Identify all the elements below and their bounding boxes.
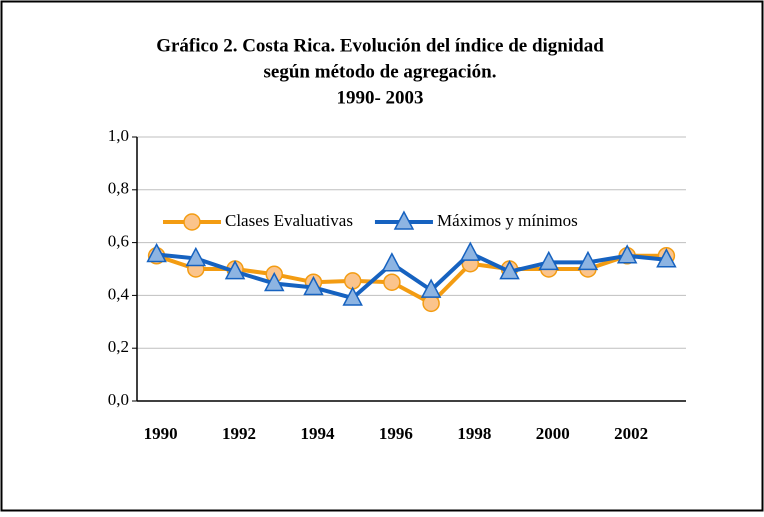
legend-label: Máximos y mínimos: [437, 211, 578, 230]
y-tick-label: 0,4: [108, 284, 130, 303]
y-tick-label: 0,6: [108, 232, 129, 251]
marker: [656, 248, 677, 268]
chart-title: 1990- 2003: [336, 87, 423, 108]
marker: [264, 271, 285, 292]
marker: [224, 260, 246, 280]
marker: [577, 250, 599, 271]
y-tick-label: 0,8: [108, 179, 129, 198]
marker: [420, 278, 442, 298]
marker: [342, 286, 363, 306]
marker: [616, 244, 638, 264]
y-tick-label: 1,0: [108, 126, 129, 145]
marker: [146, 242, 167, 263]
legend-label: Clases Evaluativas: [225, 211, 353, 230]
y-tick-label: 0,2: [108, 337, 129, 356]
x-tick-label: 1990: [144, 424, 178, 443]
chart-title: según método de agregación.: [264, 61, 497, 82]
y-tick-label: 0,0: [108, 390, 129, 409]
marker: [185, 246, 207, 267]
x-tick-label: 2002: [614, 424, 648, 443]
marker: [460, 241, 481, 261]
x-tick-label: 1996: [379, 424, 413, 443]
marker: [499, 260, 520, 280]
marker: [538, 250, 559, 271]
marker: [303, 275, 324, 296]
x-tick-label: 1994: [300, 424, 335, 443]
x-tick-label: 1998: [457, 424, 491, 443]
x-tick-label: 1992: [222, 424, 256, 443]
marker: [383, 273, 401, 291]
x-tick-label: 2000: [536, 424, 570, 443]
marker: [381, 252, 403, 272]
chart-title: Gráfico 2. Costa Rica. Evolución del índ…: [156, 35, 604, 56]
legend-marker: [183, 213, 201, 231]
legend-marker: [393, 210, 415, 230]
